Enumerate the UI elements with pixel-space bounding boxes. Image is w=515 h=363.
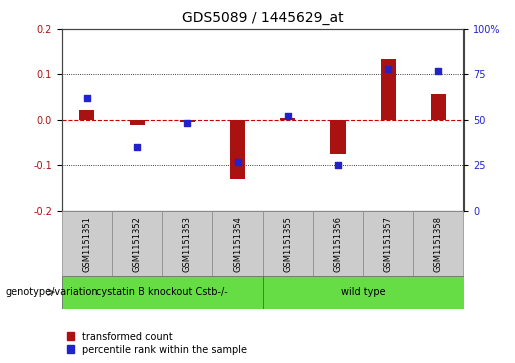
Bar (280, 118, 295, 120)
Bar (313, 211, 363, 276)
Bar (112, 211, 162, 276)
Bar (162, 211, 212, 276)
Point (334, 162, 342, 168)
Bar (413, 211, 464, 276)
Legend: transformed count, percentile rank within the sample: transformed count, percentile rank withi… (66, 331, 247, 355)
Text: GSM1151355: GSM1151355 (283, 216, 292, 272)
Bar (79, 110, 94, 120)
Bar (431, 94, 446, 120)
Title: GDS5089 / 1445629_at: GDS5089 / 1445629_at (182, 11, 344, 25)
Bar (180, 120, 195, 122)
Bar (212, 211, 263, 276)
Text: GSM1151351: GSM1151351 (82, 216, 91, 272)
Bar (363, 211, 413, 276)
Bar (62, 211, 112, 276)
Text: wild type: wild type (341, 287, 385, 297)
Point (83, 95, 91, 101)
Text: GSM1151354: GSM1151354 (233, 216, 242, 272)
Point (384, 66, 392, 72)
Bar (130, 120, 145, 125)
Point (284, 113, 292, 119)
Bar (263, 211, 313, 276)
Text: GSM1151352: GSM1151352 (133, 216, 142, 272)
Text: GSM1151357: GSM1151357 (384, 216, 392, 272)
Bar (381, 58, 396, 120)
Point (434, 68, 442, 74)
Bar (263, 276, 464, 309)
Text: GSM1151353: GSM1151353 (183, 216, 192, 272)
Point (233, 159, 242, 164)
Point (133, 144, 141, 150)
Bar (62, 276, 263, 309)
Point (183, 121, 192, 126)
Text: cystatin B knockout Cstb-/-: cystatin B knockout Cstb-/- (96, 287, 228, 297)
Text: genotype/variation: genotype/variation (5, 287, 98, 297)
Text: GSM1151356: GSM1151356 (334, 216, 342, 272)
Bar (230, 120, 245, 179)
Bar (331, 120, 346, 154)
Text: GSM1151358: GSM1151358 (434, 216, 443, 272)
